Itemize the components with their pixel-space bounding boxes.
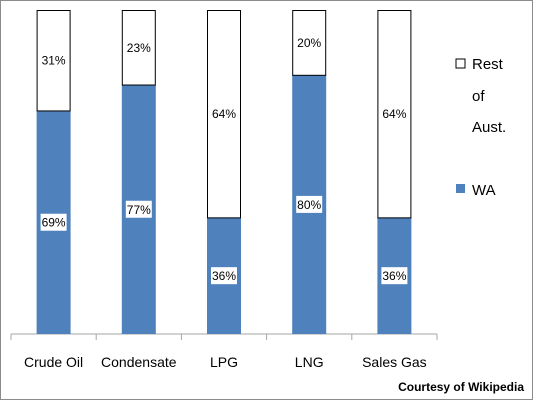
legend-label-rest: Rest — [472, 56, 504, 73]
data-label-rest: 64% — [212, 107, 236, 121]
data-label-wa: 69% — [42, 216, 66, 230]
data-label-rest-box — [125, 38, 152, 56]
credit-text: Courtesy of Wikipedia — [398, 380, 524, 394]
x-tick-label: Condensate — [101, 354, 177, 370]
data-label-wa: 80% — [297, 198, 321, 212]
x-tick-label: LNG — [295, 354, 324, 370]
data-label-rest: 23% — [127, 41, 151, 55]
data-label-rest-box — [296, 33, 323, 51]
data-label-rest: 20% — [297, 36, 321, 50]
data-label-rest-box — [211, 105, 237, 123]
data-label-rest: 64% — [382, 107, 406, 121]
legend-swatch-wa — [456, 184, 465, 193]
data-label-wa: 36% — [212, 269, 236, 283]
data-label-wa-box — [381, 267, 408, 285]
x-tick-label: Crude Oil — [24, 354, 83, 370]
data-label-rest: 31% — [42, 54, 66, 68]
data-label-rest-box — [381, 105, 408, 123]
data-label-wa: 77% — [127, 203, 151, 217]
data-label-rest-box — [40, 51, 67, 69]
legend-label-rest-line3: Aust. — [472, 119, 506, 136]
data-label-wa-box — [211, 267, 237, 285]
x-tick-label: Sales Gas — [362, 354, 427, 370]
x-tick-label: LPG — [210, 354, 238, 370]
legend-label-rest-line2: of — [472, 88, 485, 105]
legend-label-wa: WA — [472, 182, 496, 199]
data-label-wa: 36% — [382, 269, 406, 283]
data-label-wa-box — [296, 195, 323, 213]
data-label-wa-box — [125, 200, 152, 218]
data-label-wa-box — [40, 213, 67, 231]
legend-swatch-rest — [455, 58, 466, 69]
